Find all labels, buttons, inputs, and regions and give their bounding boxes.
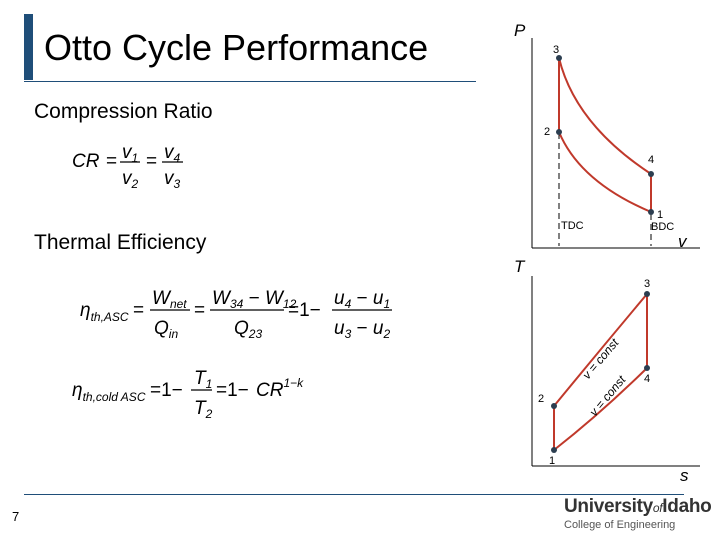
ts-state-label-2: 2 [538,393,544,405]
pv-state-label-4: 4 [648,154,654,166]
ts-state-label-4: 4 [644,373,650,385]
ts-cycle-path [553,291,648,453]
pv-y-axis-label: P [514,21,526,40]
ts-state-point-4 [644,365,650,371]
svg-text:=1−: =1− [216,380,249,401]
efficiency-cold-asc-equation: ηth,cold ASC =1− T1 T2 =1− CR1−k [72,368,304,421]
svg-text:=: = [106,151,117,172]
svg-text:Qin: Qin [154,318,178,341]
svg-text:=: = [133,300,144,321]
svg-text:T1: T1 [194,368,212,391]
slide-title: Otto Cycle Performance [44,27,429,68]
svg-text:=1−: =1− [150,380,183,401]
pv-state-point-1 [648,209,654,215]
ts-state-point-2 [551,403,557,409]
pv-state-label-1: 1 [657,209,663,221]
svg-text:ηth,ASC: ηth,ASC [80,300,129,324]
svg-text:v2: v2 [122,168,139,191]
title-divider [24,81,476,82]
ts-diagram: T s 1 2 3 4 v = const v = const [514,257,700,484]
pv-state-point-4 [648,171,654,177]
footer-divider [24,494,684,495]
svg-text:u4 − u1: u4 − u1 [334,288,390,311]
pv-tdc-label: TDC [561,220,584,232]
logo-word-of: of [652,501,663,515]
svg-text:Wnet: Wnet [152,288,187,311]
pv-state-point-2 [556,129,562,135]
logo-subtitle: College of Engineering [564,519,676,531]
heading-compression-ratio: Compression Ratio [34,100,213,123]
svg-text:CR1−k: CR1−k [256,376,304,401]
ts-state-point-1 [551,447,557,453]
ts-state-label-3: 3 [644,278,650,290]
university-logo: UniversityofIdaho College of Engineering [564,496,712,531]
ts-y-axis-label: T [514,257,526,276]
efficiency-asc-equation: ηth,ASC = Wnet Qin = W34 − W12 Q23 =1− u… [80,288,392,341]
logo-wordmark: UniversityofIdaho [564,496,712,518]
svg-text:W34 − W12: W34 − W12 [212,288,297,311]
pv-x-axis-label: v [678,232,688,251]
svg-text:CR: CR [72,151,100,172]
svg-text:=1−: =1− [288,300,321,321]
pv-state-label-3: 3 [553,44,559,56]
svg-text:=: = [146,151,157,172]
title-accent-bar [24,14,33,80]
svg-text:v3: v3 [164,168,181,191]
pv-cycle-path [558,57,652,214]
pv-state-label-2: 2 [544,126,550,138]
logo-word-idaho: Idaho [662,496,712,517]
svg-text:T2: T2 [194,398,213,421]
ts-state-point-3 [644,291,650,297]
ts-isochore-label-lower: v = const [587,372,629,419]
compression-ratio-equation: CR = v1 v2 = v4 v3 [72,142,183,191]
svg-text:Q23: Q23 [234,318,262,341]
pv-diagram: P v 3 2 4 1 TDC BDC [514,21,700,251]
svg-text:ηth,cold ASC: ηth,cold ASC [72,380,146,404]
svg-text:=: = [194,300,205,321]
logo-word-university: University [564,496,653,517]
svg-text:u3 − u2: u3 − u2 [334,318,391,341]
heading-thermal-efficiency: Thermal Efficiency [34,231,207,254]
pv-bdc-label: BDC [651,221,674,233]
ts-x-axis-label: s [680,466,689,484]
pv-state-point-3 [556,55,562,61]
ts-state-label-1: 1 [549,455,555,467]
page-number: 7 [12,509,20,524]
